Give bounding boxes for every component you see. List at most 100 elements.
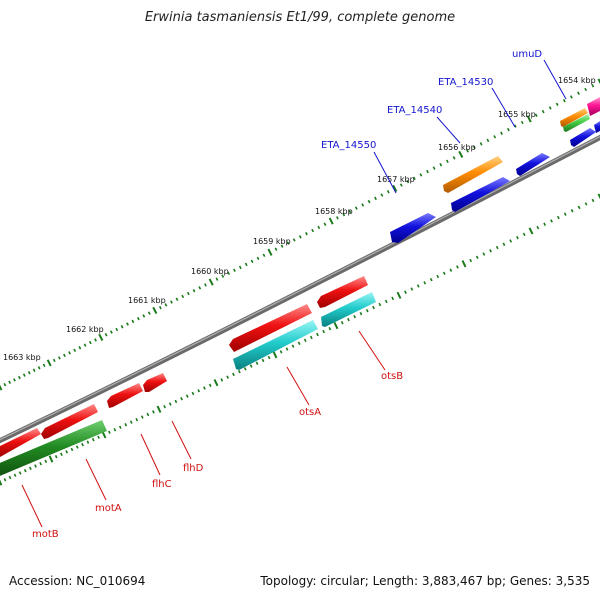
inner-ring-minor-tick [54, 454, 58, 459]
inner-ring-major-tick [48, 455, 54, 463]
outer-ring-minor-tick [493, 135, 497, 139]
inner-ring-minor-tick [44, 459, 48, 464]
inner-ring-minor-tick [291, 344, 295, 348]
gene-otsa-red[interactable] [229, 304, 312, 352]
map-title: Erwinia tasmaniensis Et1/99, complete ge… [144, 10, 456, 25]
outer-ring-minor-tick [147, 311, 151, 315]
inner-ring-minor-tick [70, 447, 74, 452]
outer-ring-minor-tick [562, 98, 566, 103]
outer-ring-minor-tick [8, 380, 12, 384]
outer-ring-major-tick [152, 306, 158, 314]
inner-ring-minor-tick [584, 202, 588, 206]
outer-ring-minor-tick [78, 346, 82, 350]
gene-orange-1656[interactable] [443, 156, 503, 193]
outer-ring-minor-tick [374, 196, 377, 201]
gene-magenta-1654[interactable] [587, 97, 600, 116]
inner-ring-minor-tick [23, 468, 27, 473]
gene-eta-14550[interactable] [390, 213, 436, 243]
outer-ring-minor-tick [367, 199, 371, 204]
outer-ring-minor-tick [158, 305, 162, 310]
inner-ring-minor-tick [410, 287, 414, 291]
inner-ring-minor-tick [285, 347, 289, 351]
gene-lightgreen-1654[interactable] [563, 114, 590, 132]
inner-ring-minor-tick [365, 308, 369, 313]
inner-ring-minor-tick [86, 440, 90, 444]
inner-ring-minor-tick [456, 265, 459, 269]
gene-blue-edge[interactable] [594, 121, 600, 133]
outer-ring-minor-tick [354, 206, 358, 210]
inner-ring-minor-tick [556, 215, 560, 220]
genome-backbone [0, 134, 600, 444]
inner-ring-minor-tick [226, 375, 230, 379]
inner-ring-minor-tick [429, 277, 433, 282]
gene-label-otsb: otsB [381, 371, 403, 382]
outer-ring-minor-tick [227, 271, 231, 275]
inner-ring-minor-tick [180, 397, 183, 401]
callout-eta-14530 [491, 87, 516, 128]
outer-ring-minor-tick [541, 109, 545, 114]
gene-eta-14530[interactable] [516, 153, 550, 176]
gene-orange-1654[interactable] [560, 108, 588, 127]
gene-otsb-cyan[interactable] [321, 292, 376, 327]
gene-otsa-cyan[interactable] [233, 320, 318, 370]
outer-ring-minor-tick [452, 156, 456, 160]
genome-summary-text: Topology: circular; Length: 3,883,467 bp… [260, 574, 590, 588]
outer-ring-minor-tick [305, 232, 308, 236]
gene-umud[interactable] [570, 128, 596, 147]
inner-ring-minor-tick [378, 302, 382, 307]
outer-ring-minor-tick [432, 166, 436, 170]
inner-ring-minor-tick [347, 317, 350, 322]
gene-motb[interactable] [0, 428, 41, 457]
gene-otsb-red[interactable] [317, 276, 368, 308]
inner-ring-major-tick [461, 260, 467, 268]
inner-ring-minor-tick [340, 320, 344, 325]
gene-mota[interactable] [41, 404, 98, 439]
inner-ring-minor-tick [75, 445, 79, 449]
inner-ring-minor-tick [495, 245, 499, 250]
gene-label-umud: umuD [512, 49, 542, 60]
outer-ring-minor-tick [250, 259, 254, 264]
inner-ring-minor-tick [140, 415, 144, 419]
outer-ring-minor-tick [238, 265, 242, 270]
outer-ring-minor-tick [466, 149, 469, 153]
inner-ring-minor-tick [563, 212, 567, 216]
outer-ring-minor-tick [37, 366, 41, 370]
outer-ring-major-tick [98, 333, 104, 341]
tick-label-1659: 1659 kbp [253, 237, 291, 246]
inner-ring-minor-tick [416, 284, 420, 288]
outer-ring-minor-tick [42, 363, 46, 368]
inner-ring-major-tick [156, 405, 162, 413]
inner-ring-minor-tick [129, 420, 133, 424]
gene-label-mota: motA [95, 503, 122, 514]
outer-ring-minor-tick [63, 353, 66, 358]
outer-ring-major-tick [46, 359, 52, 367]
inner-ring-minor-tick [522, 232, 526, 237]
callout-mota [85, 458, 107, 501]
gene-green-mot[interactable] [0, 420, 107, 478]
outer-ring-minor-tick [73, 348, 77, 352]
outer-ring-minor-tick [361, 203, 365, 207]
genome-backbone-highlight [0, 135, 600, 441]
outer-ring-minor-tick [170, 300, 173, 304]
inner-ring-minor-tick [591, 198, 595, 203]
inner-ring-minor-tick [316, 332, 319, 337]
gene-label-motb: motB [32, 529, 59, 540]
tick-labels: 1654 kbp 1655 kbp 1656 kbp 1657 kbp 1658… [3, 76, 596, 362]
inner-ring-minor-tick [108, 430, 111, 434]
tick-label-1657: 1657 kbp [377, 175, 415, 184]
inner-ring-minor-tick [279, 350, 283, 354]
gene-eta-14540[interactable] [451, 177, 510, 212]
gene-flhc[interactable] [107, 383, 143, 408]
outer-ring-minor-tick [280, 244, 284, 248]
accession-text: Accession: NC_010694 [9, 574, 146, 588]
inner-ring-minor-tick [203, 386, 206, 390]
outer-ring-minor-tick [175, 297, 179, 301]
outer-ring-major-tick [0, 384, 3, 391]
inner-ring-minor-tick [404, 290, 407, 294]
inner-ring-minor-tick [328, 326, 332, 331]
gene-flhd[interactable] [143, 373, 167, 392]
inner-ring-minor-tick [249, 364, 253, 368]
inner-ring-major-tick [213, 379, 219, 387]
gene-label-flhc: flhC [152, 479, 172, 490]
